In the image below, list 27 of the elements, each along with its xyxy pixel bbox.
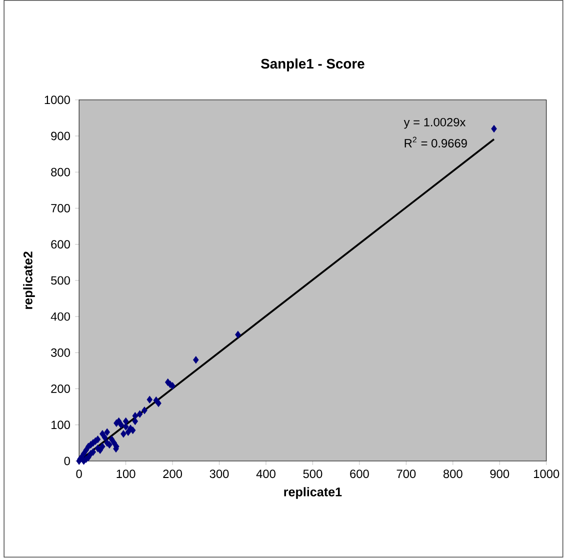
- y-tick-label: 300: [51, 348, 70, 358]
- y-axis-title: replicate2: [23, 252, 35, 310]
- y-tick-label: 1000: [44, 96, 70, 104]
- x-tick-label: 500: [303, 470, 322, 478]
- x-tick-label: 200: [163, 470, 182, 478]
- annotation: y = 1.0029x: [404, 118, 466, 129]
- y-tick-label: 100: [51, 420, 70, 430]
- annotation: R$^{2}$ = 0.9669: [404, 136, 467, 148]
- x-tick-label: 100: [116, 470, 136, 478]
- chart-title: Sanple1 - Score: [261, 58, 364, 72]
- x-tick-label: 300: [210, 470, 229, 478]
- x-axis-title: replicate1: [284, 487, 342, 500]
- y-tick-label: 500: [51, 276, 70, 285]
- x-tick-label: 400: [256, 470, 276, 478]
- y-tick-label: 800: [51, 168, 70, 177]
- y-tick-label: 700: [51, 204, 70, 213]
- x-tick-label: 800: [443, 470, 462, 478]
- x-tick-label: 700: [396, 470, 416, 478]
- y-tick-label: 0: [64, 456, 70, 466]
- y-tick-label: 400: [50, 312, 70, 321]
- x-tick-label: 900: [490, 470, 510, 478]
- y-tick-label: 200: [51, 384, 70, 394]
- y-tick-label: 900: [51, 132, 70, 140]
- x-tick-label: 600: [350, 470, 369, 478]
- y-tick-label: 600: [51, 240, 70, 249]
- x-tick-label: 1000: [534, 470, 560, 478]
- x-tick-label: 0: [76, 470, 82, 478]
